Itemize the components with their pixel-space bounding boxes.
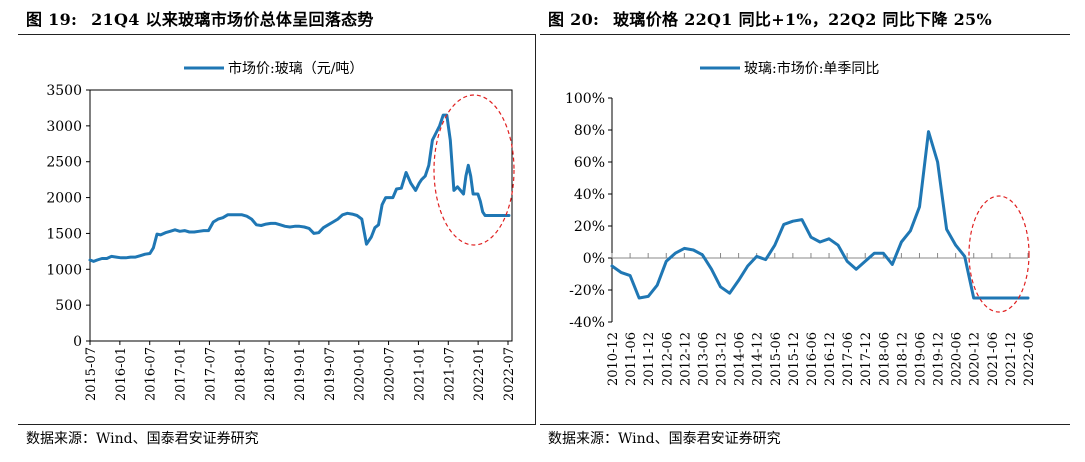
x-tick-label: 2020-06 — [950, 332, 965, 386]
figure-title-text: 玻璃价格 22Q1 同比+1%，22Q2 同比下降 25% — [613, 10, 992, 29]
y-tick-label: 60% — [574, 155, 605, 171]
x-tick-label: 2016-12 — [823, 332, 838, 386]
glass-price-chart: 0 500 1000 1500 2000 2500 3000 3500 2015-07 2016-… — [46, 60, 517, 401]
x-tick-label: 2015-07 — [84, 347, 99, 401]
x-tick-label: 2010-12 — [606, 332, 621, 386]
y-tick-label: 3000 — [46, 119, 82, 135]
y-tick-label: 40% — [574, 187, 605, 203]
x-tick-label: 2015-06 — [769, 332, 784, 386]
source-note: 数据来源：Wind、国泰君安证券研究 — [26, 431, 259, 447]
x-tick-label: 2021-06 — [986, 332, 1001, 386]
source-rule — [18, 424, 536, 425]
y-tick-label: -20% — [569, 283, 605, 299]
price-series-line — [88, 113, 511, 263]
x-tick-label: 2011-06 — [624, 332, 639, 386]
x-tick-label: 2021-01 — [412, 347, 427, 401]
glass-yoy-chart: -40% -20% 0% 20% 40% 60% 80% 100% 2010-12 2011-06… — [565, 60, 1037, 386]
x-tick-label: 2019-06 — [913, 332, 928, 386]
y-tick-label: 100% — [565, 91, 605, 107]
x-tick-label: 2021-07 — [442, 347, 457, 401]
y-tick-label: 3500 — [46, 83, 82, 99]
source-rule — [540, 424, 1070, 425]
y-tick-label: 1000 — [46, 262, 82, 278]
figure-label: 图 19: — [26, 10, 78, 29]
x-tick-label: 2018-06 — [877, 332, 892, 386]
highlight-ellipse — [433, 94, 515, 246]
figure-title: 图 19: 21Q4 以来玻璃市场价总体呈回落态势 — [26, 6, 374, 30]
x-tick-label: 2015-12 — [787, 332, 802, 386]
x-tick-label: 2020-01 — [353, 347, 368, 401]
x-tick-label: 2016-06 — [805, 332, 820, 386]
x-tick-label: 2018-12 — [895, 332, 910, 386]
left-figure: 图 19: 21Q4 以来玻璃市场价总体呈回落态势 0 500 1000 1500 20… — [0, 0, 536, 462]
right-figure: 图 20: 玻璃价格 22Q1 同比+1%，22Q2 同比下降 25% -40%… — [540, 0, 1085, 462]
x-tick-label: 2017-12 — [859, 332, 874, 386]
x-tick-label: 2014-12 — [751, 332, 766, 386]
x-tick-label: 2017-07 — [203, 347, 218, 401]
y-tick-label: 0% — [583, 251, 605, 267]
y-tick-label: 2000 — [46, 191, 82, 207]
x-tick-label: 2022-01 — [472, 347, 487, 401]
x-tick-label: 2017-06 — [841, 332, 856, 386]
x-tick-label: 2011-12 — [642, 332, 657, 386]
figure-label: 图 20: — [548, 10, 600, 29]
x-tick-label: 2013-12 — [715, 332, 730, 386]
x-tick-label: 2016-07 — [144, 347, 159, 401]
y-tick-label: 1500 — [46, 226, 82, 242]
x-tick-label: 2018-07 — [263, 347, 278, 401]
panel-divider — [535, 34, 536, 425]
y-tick-label: 80% — [574, 123, 605, 139]
x-tick-label: 2017-01 — [174, 347, 189, 401]
y-tick-label: 2500 — [46, 155, 82, 171]
x-tick-label: 2018-01 — [233, 347, 248, 401]
legend-label: 市场价:玻璃（元/吨） — [228, 60, 363, 77]
x-tick-label: 2014-06 — [733, 332, 748, 386]
x-tick-label: 2022-06 — [1022, 332, 1037, 386]
y-tick-label: 500 — [55, 298, 82, 314]
x-tick-label: 2020-12 — [968, 332, 983, 386]
x-tick-label: 2020-07 — [383, 347, 398, 401]
x-tick-label: 2021-12 — [1004, 332, 1019, 386]
y-tick-label: 0 — [73, 334, 82, 350]
x-tick-label: 2013-06 — [696, 332, 711, 386]
highlight-ellipse — [968, 195, 1030, 313]
x-tick-label: 2019-07 — [323, 347, 338, 401]
x-tick-label: 2012-12 — [678, 332, 693, 386]
x-tick-label: 2012-06 — [660, 332, 675, 386]
figure-title: 图 20: 玻璃价格 22Q1 同比+1%，22Q2 同比下降 25% — [548, 6, 992, 30]
source-note: 数据来源：Wind、国泰君安证券研究 — [548, 431, 781, 447]
x-tick-label: 2022-07 — [502, 347, 517, 401]
plot-area — [89, 89, 513, 342]
x-tick-label: 2019-12 — [932, 332, 947, 386]
figure-title-text: 21Q4 以来玻璃市场价总体呈回落态势 — [91, 10, 374, 29]
yoy-series-line — [610, 130, 1030, 300]
title-rule — [18, 34, 536, 35]
y-tick-label: 20% — [574, 219, 605, 235]
y-tick-label: -40% — [569, 315, 605, 331]
legend-label: 玻璃:市场价:单季同比 — [744, 60, 879, 77]
x-tick-label: 2019-01 — [293, 347, 308, 401]
x-tick-label: 2016-01 — [114, 347, 129, 401]
title-rule — [540, 34, 1070, 35]
